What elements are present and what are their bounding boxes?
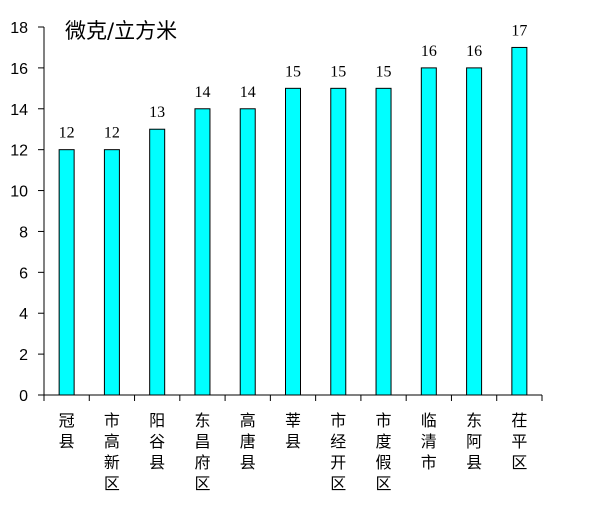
- bar: [375, 87, 392, 396]
- y-tick-label: 16: [10, 61, 28, 78]
- y-tick-label: 8: [19, 224, 28, 241]
- bar-data-label: 13: [149, 104, 165, 121]
- bar: [466, 67, 483, 396]
- bar: [103, 149, 120, 396]
- bar: [511, 46, 528, 396]
- y-tick-label: 2: [19, 347, 28, 364]
- category-label: 冠县: [59, 411, 75, 451]
- y-tick-label: 12: [10, 143, 28, 160]
- category-labels: 冠县 市高新区 阳谷县 东昌府区 高唐县 莘县 市经开区 市度假区 临清市 东阿县 茌平区: [59, 411, 528, 493]
- bar: [58, 149, 75, 396]
- bar: [149, 128, 166, 396]
- category-label: 东阿县: [466, 411, 482, 472]
- y-tick-label: 6: [19, 265, 28, 282]
- bar-data-label: 14: [240, 84, 256, 101]
- bar: [239, 108, 256, 396]
- category-label: 莘县: [285, 411, 301, 451]
- category-label: 高唐县: [240, 411, 256, 472]
- category-label: 市度假区: [376, 411, 392, 493]
- bar-data-label: 12: [59, 125, 75, 142]
- bar: [194, 108, 211, 396]
- bar-series: [58, 46, 528, 396]
- bar: [420, 67, 437, 396]
- x-axis: [43, 394, 543, 401]
- bar: [330, 87, 347, 396]
- category-label: 市经开区: [330, 411, 346, 493]
- y-axis-unit-label: 微克/立方米: [65, 19, 177, 43]
- data-labels: 12 12 13 14 14 15 15 15 16 16 17: [59, 22, 528, 141]
- bar: [285, 87, 301, 396]
- bar-data-label: 12: [104, 125, 120, 142]
- bar-data-label: 15: [330, 63, 346, 80]
- y-tick-label: 0: [19, 388, 28, 405]
- y-tick-label: 18: [10, 20, 28, 37]
- bar-data-label: 16: [466, 43, 482, 60]
- category-label: 东昌府区: [194, 411, 210, 493]
- category-label: 茌平区: [511, 411, 527, 472]
- y-axis: 0 2 4 6 8 10 12 14 16 18: [10, 20, 45, 405]
- y-tick-label: 10: [10, 184, 28, 201]
- bar-data-label: 16: [421, 43, 437, 60]
- bar-data-label: 15: [285, 63, 301, 80]
- category-label: 阳谷县: [149, 411, 165, 472]
- category-label: 市高新区: [104, 411, 120, 493]
- bar-data-label: 15: [376, 63, 392, 80]
- category-label: 临清市: [421, 411, 437, 472]
- bar-data-label: 14: [194, 84, 210, 101]
- y-tick-label: 4: [19, 306, 28, 323]
- y-tick-label: 14: [10, 102, 28, 119]
- bar-data-label: 17: [511, 22, 527, 39]
